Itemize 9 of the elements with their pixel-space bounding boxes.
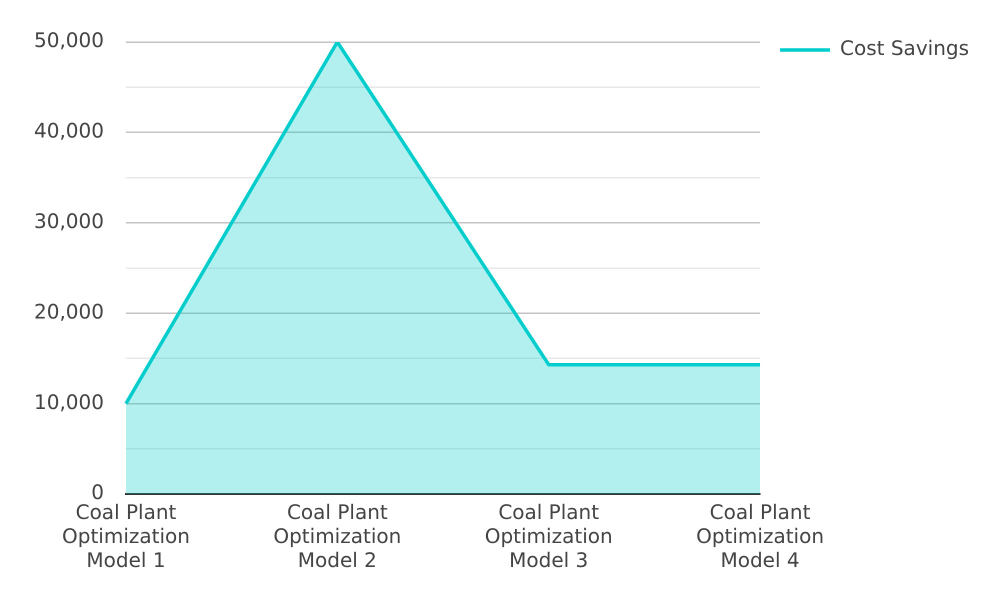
y-tick-label: 40,000 xyxy=(34,118,104,143)
y-tick-label: 50,000 xyxy=(34,28,104,52)
x-tick-label: Coal Plant Optimization Model 3 xyxy=(484,500,613,572)
text: 10,000 xyxy=(34,390,104,414)
legend-label: Cost Savings xyxy=(840,36,970,60)
x-tick-label: Coal Plant Optimization Model 2 xyxy=(273,500,402,572)
x-tick-label: Coal Plant Optimization Model 4 xyxy=(696,500,824,572)
y-tick-label: 20,000 xyxy=(34,299,104,324)
y-tick-label: 30,000 xyxy=(34,209,104,234)
